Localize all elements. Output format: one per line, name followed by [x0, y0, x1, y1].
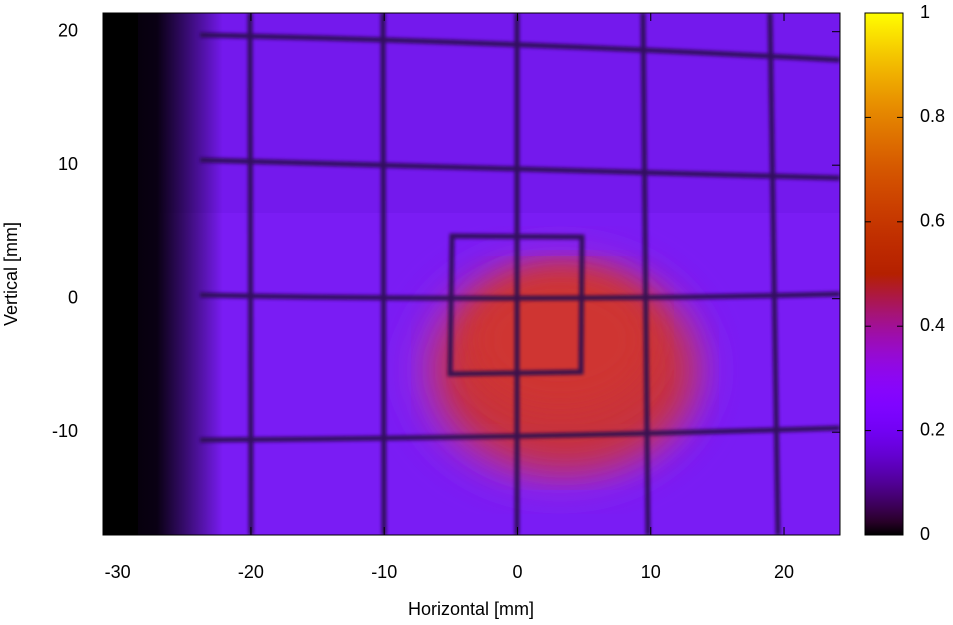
heatmap-image: [103, 13, 840, 535]
y-axis-label: Vertical [mm]: [1, 222, 21, 326]
y-tick-label: -10: [52, 421, 78, 441]
plot-frame: [102, 12, 841, 536]
colorbar: [864, 12, 904, 536]
x-axis-label: Horizontal [mm]: [408, 599, 534, 619]
x-tick-label: -30: [105, 562, 131, 582]
y-tick-label: 10: [58, 154, 78, 174]
colorbar-tick-label: 1: [920, 2, 930, 22]
colorbar-tick-label: 0: [920, 524, 930, 544]
colorbar-tick-label: 0.4: [920, 315, 945, 335]
colorbar-tick-label: 0.6: [920, 211, 945, 231]
colorbar-tick-label: 0.8: [920, 106, 945, 126]
y-tick-label: 20: [58, 20, 78, 40]
x-tick-label: 10: [641, 562, 661, 582]
x-tick-label: 20: [774, 562, 794, 582]
colorbar-tick-label: 0.2: [920, 419, 945, 439]
x-tick-label: 0: [512, 562, 522, 582]
y-tick-label: 0: [68, 287, 78, 307]
x-tick-label: -10: [371, 562, 397, 582]
x-tick-label: -20: [238, 562, 264, 582]
